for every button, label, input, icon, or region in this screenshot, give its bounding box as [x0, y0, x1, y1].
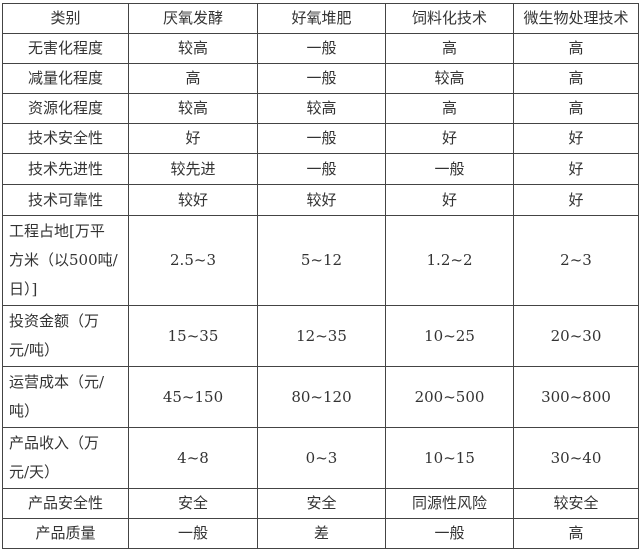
table-cell: 5~12 — [257, 215, 386, 306]
table-cell: 20~30 — [513, 305, 639, 367]
row-label: 产品质量 — [2, 518, 129, 549]
table-cell: 高 — [513, 518, 639, 549]
row-label: 运营成本（元/ 吨） — [2, 366, 129, 428]
table-cell: 较好 — [257, 184, 386, 216]
table-cell: 较安全 — [513, 488, 639, 519]
table-cell: 2~3 — [513, 215, 639, 306]
table-cell: 0~3 — [257, 427, 386, 489]
table-row: 运营成本（元/ 吨） 45~150 80~120 200~500 300~800 — [2, 366, 639, 428]
table-cell: 差 — [257, 518, 386, 549]
table-cell: 高 — [513, 33, 639, 64]
table-cell: 好 — [385, 123, 514, 154]
header-cell: 微生物处理技术 — [513, 3, 639, 34]
table-cell: 较高 — [257, 93, 386, 124]
table-cell: 一般 — [257, 123, 386, 154]
table-row: 产品安全性 安全 安全 同源性风险 较安全 — [2, 488, 639, 519]
header-cell: 厌氧发酵 — [128, 3, 258, 34]
table-row: 技术安全性好一般好好 — [2, 123, 639, 154]
header-row: 类别 厌氧发酵 好氧堆肥 饲料化技术 微生物处理技术 — [2, 3, 639, 34]
table-cell: 高 — [513, 93, 639, 124]
table-cell: 15~35 — [128, 305, 258, 367]
table-cell: 安全 — [128, 488, 258, 519]
table-cell: 30~40 — [513, 427, 639, 489]
table-cell: 1.2~2 — [385, 215, 514, 306]
table-row: 减量化程度高一般 较高高 — [2, 63, 639, 94]
header-cell: 饲料化技术 — [385, 3, 514, 34]
table-cell: 一般 — [257, 153, 386, 185]
table-cell: 2.5~3 — [128, 215, 258, 306]
row-label: 减量化程度 — [2, 63, 129, 94]
table-row: 无害化程度 较高 一般高高 — [2, 33, 639, 64]
row-label: 技术可靠性 — [2, 184, 129, 216]
table-cell: 高 — [128, 63, 258, 94]
row-label: 工程占地[万平 方米（以500吨/ 日）] — [2, 215, 129, 306]
comparison-table: 类别 厌氧发酵 好氧堆肥 饲料化技术 微生物处理技术 无害化程度 较高 一般高高减量化程度高一… — [2, 3, 639, 549]
table-cell: 好 — [513, 123, 639, 154]
table-row: 工程占地[万平 方米（以500吨/ 日）] 2.5~3 5~12 1.2~2 2~3 — [2, 215, 639, 306]
table-cell: 较先进 — [128, 153, 258, 185]
table-cell: 一般 — [385, 518, 514, 549]
table-row: 技术先进性 较先进 一般 一般好 — [2, 153, 639, 185]
row-label: 技术先进性 — [2, 153, 129, 185]
table-cell: 好 — [128, 123, 258, 154]
row-label: 投资金额（万 元/吨） — [2, 305, 129, 367]
table-cell: 较好 — [128, 184, 258, 216]
table-cell: 300~800 — [513, 366, 639, 428]
row-label: 产品收入（万 元/天） — [2, 427, 129, 489]
table-cell: 一般 — [128, 518, 258, 549]
table-cell: 高 — [513, 63, 639, 94]
table-cell: 较高 — [128, 33, 258, 64]
table-cell: 4~8 — [128, 427, 258, 489]
table-cell: 好 — [513, 184, 639, 216]
row-label: 技术安全性 — [2, 123, 129, 154]
table-row: 投资金额（万 元/吨） 15~35 12~35 10~25 20~30 — [2, 305, 639, 367]
table-cell: 10~15 — [385, 427, 514, 489]
table-cell: 高 — [385, 33, 514, 64]
row-label: 无害化程度 — [2, 33, 129, 64]
table-row: 产品收入（万 元/天） 4~8 0~3 10~15 30~40 — [2, 427, 639, 489]
table-cell: 好 — [385, 184, 514, 216]
table-row: 产品质量 一般差一般高 — [2, 518, 639, 549]
table-cell: 好 — [513, 153, 639, 185]
table-cell: 45~150 — [128, 366, 258, 428]
table-cell: 较高 — [128, 93, 258, 124]
table-cell: 80~120 — [257, 366, 386, 428]
table-cell: 安全 — [257, 488, 386, 519]
row-label: 资源化程度 — [2, 93, 129, 124]
table-cell: 200~500 — [385, 366, 514, 428]
table-row: 资源化程度 较高 较高高高 — [2, 93, 639, 124]
row-label: 产品安全性 — [2, 488, 129, 519]
header-cell: 类别 — [2, 3, 129, 34]
table-cell: 同源性风险 — [385, 488, 514, 519]
table-cell: 12~35 — [257, 305, 386, 367]
table-cell: 一般 — [257, 33, 386, 64]
table-cell: 一般 — [257, 63, 386, 94]
table-row: 技术可靠性 较好 较好好好 — [2, 184, 639, 216]
table-cell: 较高 — [385, 63, 514, 94]
table-cell: 一般 — [385, 153, 514, 185]
table-cell: 高 — [385, 93, 514, 124]
table-cell: 10~25 — [385, 305, 514, 367]
header-cell: 好氧堆肥 — [257, 3, 386, 34]
